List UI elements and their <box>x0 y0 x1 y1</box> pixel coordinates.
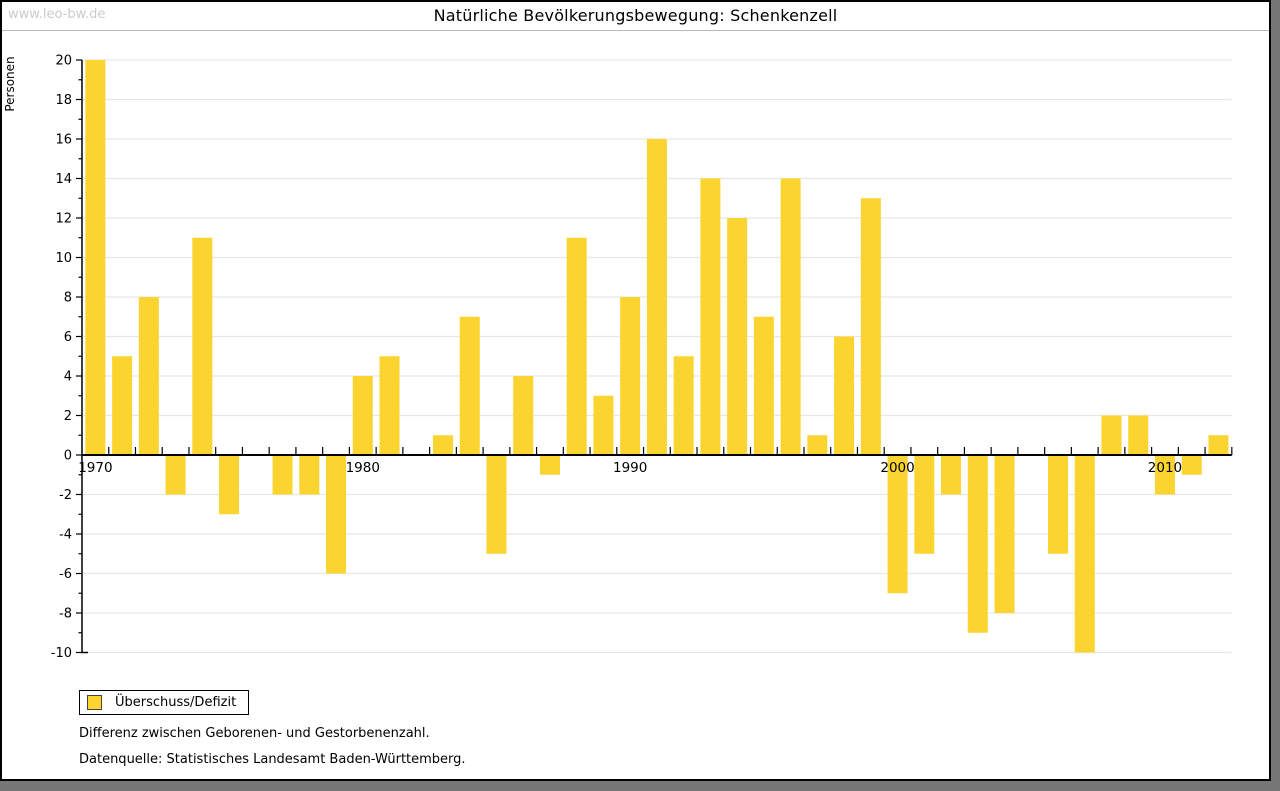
footnote-datasource: Datenquelle: Statistisches Landesamt Bad… <box>79 752 466 767</box>
y-tick-label: 4 <box>64 370 72 385</box>
bar-1994 <box>727 218 748 455</box>
bar-2001 <box>914 455 935 554</box>
footnote-definition: Differenz zwischen Geborenen- und Gestor… <box>79 726 430 741</box>
y-tick-label: -2 <box>59 488 72 503</box>
x-tick-label: 1990 <box>613 460 647 476</box>
bar-1972 <box>138 297 159 455</box>
y-tick-label: -6 <box>59 567 72 582</box>
page-title: Natürliche Bevölkerungsbewegung: Schenke… <box>433 6 838 25</box>
chart-header: www.leo-bw.de Natürliche Bevölkerungsbew… <box>2 2 1269 31</box>
y-tick-label: 0 <box>64 449 72 464</box>
y-tick-label: 6 <box>64 330 72 345</box>
y-tick-label: -10 <box>51 646 72 661</box>
bar-1973 <box>165 455 186 495</box>
legend-box: Überschuss/Defizit <box>79 690 250 715</box>
y-tick-label: 2 <box>64 409 72 424</box>
y-tick-label: 18 <box>55 93 72 108</box>
bar-2011 <box>1181 455 1202 475</box>
y-tick-label: 12 <box>55 212 72 227</box>
bar-1978 <box>299 455 320 495</box>
bar-1974 <box>192 237 213 455</box>
bar-1999 <box>860 198 881 455</box>
bar-1991 <box>646 139 667 455</box>
bar-2007 <box>1074 455 1095 653</box>
watermark: www.leo-bw.de <box>8 7 106 22</box>
bar-1981 <box>379 356 400 455</box>
x-tick-label: 1980 <box>346 460 380 476</box>
bar-1986 <box>513 376 534 455</box>
y-tick-label: 14 <box>55 172 72 187</box>
bar-2009 <box>1128 415 1149 455</box>
bar-1998 <box>834 336 855 455</box>
bar-1983 <box>432 435 453 455</box>
bar-1993 <box>700 178 721 455</box>
bar-2008 <box>1101 415 1122 455</box>
legend-color-swatch-icon <box>87 695 102 710</box>
bar-2006 <box>1048 455 1069 554</box>
bar-2003 <box>967 455 988 633</box>
bar-1992 <box>673 356 694 455</box>
bar-1990 <box>620 297 641 455</box>
bar-1977 <box>272 455 293 495</box>
bar-1979 <box>326 455 347 574</box>
x-tick-label: 2010 <box>1148 460 1182 476</box>
y-axis-title: Personen <box>3 56 17 111</box>
y-tick-label: 20 <box>55 54 72 69</box>
legend-label: Überschuss/Defizit <box>115 695 237 710</box>
bar-1984 <box>459 316 480 455</box>
bar-1997 <box>807 435 828 455</box>
bar-1970 <box>85 60 106 455</box>
bar-1975 <box>219 455 240 515</box>
bar-1995 <box>753 316 774 455</box>
bar-1989 <box>593 395 614 455</box>
y-tick-label: 16 <box>55 133 72 148</box>
bar-2004 <box>994 455 1015 613</box>
bar-1987 <box>539 455 560 475</box>
bar-1988 <box>566 237 587 455</box>
y-tick-label: -8 <box>59 607 72 622</box>
y-tick-label: 8 <box>64 291 72 306</box>
bar-2002 <box>941 455 962 495</box>
y-tick-label: 10 <box>55 251 72 266</box>
bar-2000 <box>887 455 908 594</box>
bar-1996 <box>780 178 801 455</box>
x-tick-label: 1970 <box>78 460 112 476</box>
bar-2012 <box>1208 435 1229 455</box>
bar-1980 <box>352 376 373 455</box>
bar-2010 <box>1154 455 1175 495</box>
x-tick-label: 2000 <box>880 460 914 476</box>
bar-1985 <box>486 455 507 554</box>
y-tick-label: -4 <box>59 528 72 543</box>
chart-canvas: -10 -8 -6 -4 -2 0 2 4 6 8 10 12 14 16 18 20 1970 1980 1990… <box>3 54 1233 661</box>
bar-1971 <box>112 356 133 455</box>
